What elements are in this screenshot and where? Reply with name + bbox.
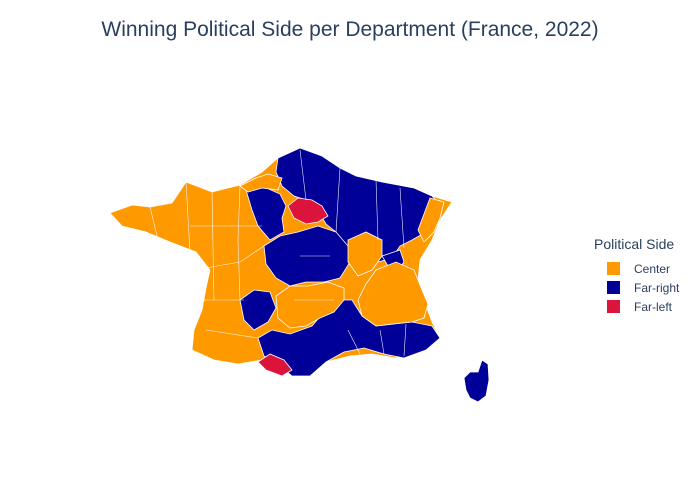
legend-swatch-center bbox=[607, 262, 620, 275]
region-far-left-paris[interactable] bbox=[287, 197, 329, 225]
region-center-east-north[interactable] bbox=[417, 197, 445, 243]
department-borders bbox=[149, 149, 407, 357]
region-center-normandy-coast[interactable] bbox=[239, 173, 283, 193]
legend-swatch-far-right bbox=[607, 281, 620, 294]
legend-item-far-left[interactable]: Far-left bbox=[594, 297, 679, 316]
legend-label-far-right: Far-right bbox=[634, 280, 680, 295]
legend-label-center: Center bbox=[634, 261, 671, 276]
region-center-massif[interactable] bbox=[275, 281, 345, 329]
legend: Political Side Center Far-right Far-left bbox=[594, 236, 679, 316]
region-far-left-southwest[interactable] bbox=[257, 353, 293, 377]
map-title: Winning Political Side per Department (F… bbox=[101, 18, 599, 41]
region-far-right-corsica[interactable] bbox=[463, 359, 490, 403]
legend-swatch-far-left bbox=[607, 300, 620, 313]
legend-item-center[interactable]: Center bbox=[594, 259, 679, 278]
region-center-alps[interactable] bbox=[357, 261, 429, 327]
region-far-right-normandy[interactable] bbox=[245, 185, 287, 241]
region-center-east[interactable] bbox=[347, 231, 383, 277]
legend-title: Political Side bbox=[594, 236, 675, 252]
legend-label-far-left: Far-left bbox=[634, 299, 673, 314]
legend-item-far-right[interactable]: Far-right bbox=[594, 278, 679, 297]
region-far-right-southwest[interactable] bbox=[239, 289, 277, 331]
